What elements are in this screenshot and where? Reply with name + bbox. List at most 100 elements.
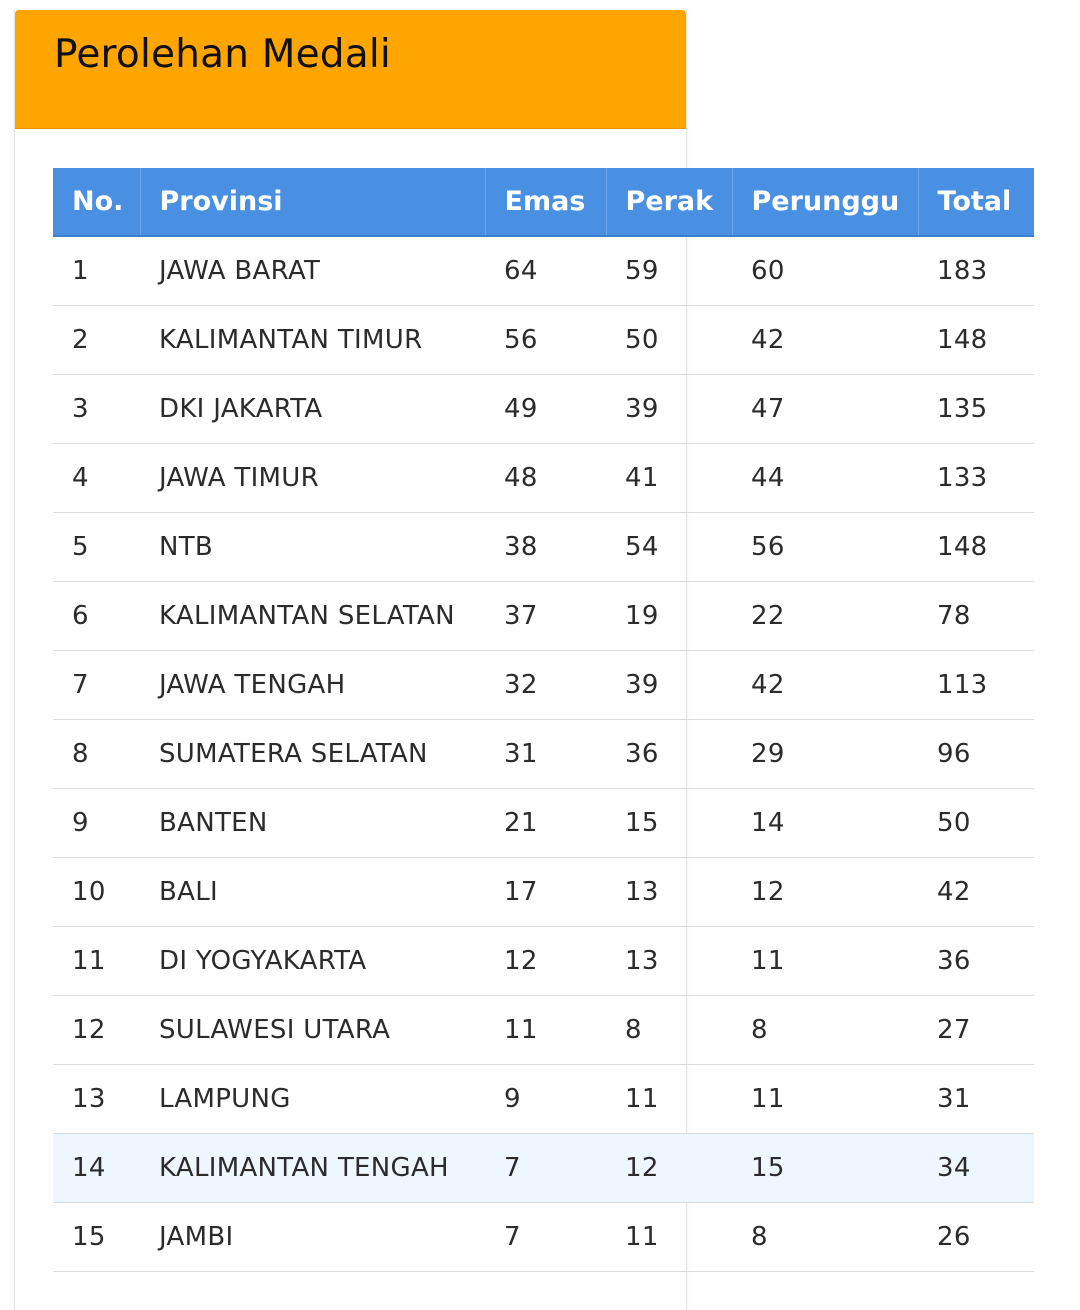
cell-total: 113 — [918, 650, 1034, 720]
table-row: 11 DI YOGYAKARTA 12 13 11 36 — [53, 926, 1034, 996]
table-row: 9 BANTEN 21 15 14 50 — [53, 788, 1034, 858]
table-row: 6 KALIMANTAN SELATAN 37 19 22 78 — [53, 581, 1034, 651]
cell-provinsi: BANTEN — [140, 788, 485, 858]
column-header-perak: Perak — [606, 168, 733, 237]
cell-perunggu: 15 — [732, 1133, 918, 1203]
cell-emas: 31 — [485, 719, 606, 789]
cell-no: 15 — [53, 1202, 140, 1272]
cell-provinsi: SULAWESI UTARA — [140, 995, 485, 1065]
cell-no: 8 — [53, 719, 140, 789]
cell-provinsi: JAWA TIMUR — [140, 443, 485, 513]
cell-provinsi: LAMPUNG — [140, 1064, 485, 1134]
cell-emas: 37 — [485, 581, 606, 651]
medal-table-container: No. Provinsi Emas Perak Perunggu Total 1 JAWA … — [53, 168, 1034, 1272]
cell-perak: 12 — [606, 1133, 732, 1203]
cell-provinsi: JAWA BARAT — [140, 236, 485, 306]
cell-provinsi: BALI — [140, 857, 485, 927]
table-row: 5 NTB 38 54 56 148 — [53, 512, 1034, 582]
cell-emas: 56 — [485, 305, 606, 375]
cell-emas: 21 — [485, 788, 606, 858]
table-row: 8 SUMATERA SELATAN 31 36 29 96 — [53, 719, 1034, 789]
table-row: 7 JAWA TENGAH 32 39 42 113 — [53, 650, 1034, 720]
cell-perunggu: 11 — [732, 1064, 918, 1134]
card-header: Perolehan Medali — [15, 10, 686, 129]
cell-perak: 19 — [606, 581, 732, 651]
cell-emas: 7 — [485, 1133, 606, 1203]
cell-no: 10 — [53, 857, 140, 927]
cell-provinsi: DKI JAKARTA — [140, 374, 485, 444]
cell-perunggu: 47 — [732, 374, 918, 444]
cell-total: 78 — [918, 581, 1034, 651]
table-row: 4 JAWA TIMUR 48 41 44 133 — [53, 443, 1034, 513]
cell-emas: 64 — [485, 236, 606, 306]
cell-total: 42 — [918, 857, 1034, 927]
cell-perak: 8 — [606, 995, 732, 1065]
cell-perunggu: 12 — [732, 857, 918, 927]
cell-provinsi: DI YOGYAKARTA — [140, 926, 485, 996]
cell-perunggu: 60 — [732, 236, 918, 306]
cell-no: 3 — [53, 374, 140, 444]
cell-no: 4 — [53, 443, 140, 513]
table-row: 2 KALIMANTAN TIMUR 56 50 42 148 — [53, 305, 1034, 375]
table-row: 15 JAMBI 7 11 8 26 — [53, 1202, 1034, 1272]
cell-emas: 7 — [485, 1202, 606, 1272]
table-row: 13 LAMPUNG 9 11 11 31 — [53, 1064, 1034, 1134]
cell-perak: 41 — [606, 443, 732, 513]
cell-total: 148 — [918, 305, 1034, 375]
cell-total: 31 — [918, 1064, 1034, 1134]
cell-total: 135 — [918, 374, 1034, 444]
cell-perunggu: 56 — [732, 512, 918, 582]
cell-total: 27 — [918, 995, 1034, 1065]
column-header-emas: Emas — [485, 168, 607, 237]
cell-no: 7 — [53, 650, 140, 720]
cell-emas: 11 — [485, 995, 606, 1065]
cell-perunggu: 14 — [732, 788, 918, 858]
cell-perak: 39 — [606, 650, 732, 720]
cell-perunggu: 8 — [732, 1202, 918, 1272]
cell-perunggu: 22 — [732, 581, 918, 651]
cell-perak: 50 — [606, 305, 732, 375]
column-header-no: No. — [53, 168, 141, 237]
cell-no: 9 — [53, 788, 140, 858]
cell-total: 26 — [918, 1202, 1034, 1272]
cell-perak: 59 — [606, 236, 732, 306]
cell-total: 183 — [918, 236, 1034, 306]
page-title: Perolehan Medali — [54, 32, 391, 77]
cell-no: 2 — [53, 305, 140, 375]
cell-provinsi: NTB — [140, 512, 485, 582]
cell-no: 14 — [53, 1133, 140, 1203]
cell-perunggu: 42 — [732, 305, 918, 375]
cell-emas: 49 — [485, 374, 606, 444]
cell-emas: 12 — [485, 926, 606, 996]
table-header: No. Provinsi Emas Perak Perunggu Total — [53, 168, 1034, 237]
cell-total: 36 — [918, 926, 1034, 996]
cell-emas: 17 — [485, 857, 606, 927]
medal-table: No. Provinsi Emas Perak Perunggu Total 1 JAWA … — [53, 168, 1034, 1272]
cell-perunggu: 11 — [732, 926, 918, 996]
cell-total: 96 — [918, 719, 1034, 789]
cell-perak: 54 — [606, 512, 732, 582]
cell-no: 5 — [53, 512, 140, 582]
cell-perak: 11 — [606, 1064, 732, 1134]
table-row: 3 DKI JAKARTA 49 39 47 135 — [53, 374, 1034, 444]
column-header-total: Total — [918, 168, 1034, 237]
cell-provinsi: KALIMANTAN SELATAN — [140, 581, 485, 651]
cell-perunggu: 29 — [732, 719, 918, 789]
cell-perak: 15 — [606, 788, 732, 858]
cell-emas: 38 — [485, 512, 606, 582]
cell-provinsi: JAMBI — [140, 1202, 485, 1272]
cell-no: 12 — [53, 995, 140, 1065]
cell-provinsi: JAWA TENGAH — [140, 650, 485, 720]
cell-emas: 9 — [485, 1064, 606, 1134]
cell-no: 13 — [53, 1064, 140, 1134]
table-header-row: No. Provinsi Emas Perak Perunggu Total — [53, 168, 1034, 237]
table-row: 1 JAWA BARAT 64 59 60 183 — [53, 236, 1034, 306]
table-row: 14 KALIMANTAN TENGAH 7 12 15 34 — [53, 1133, 1034, 1203]
cell-provinsi: KALIMANTAN TENGAH — [140, 1133, 485, 1203]
cell-perunggu: 42 — [732, 650, 918, 720]
table-row: 10 BALI 17 13 12 42 — [53, 857, 1034, 927]
cell-total: 34 — [918, 1133, 1034, 1203]
cell-total: 133 — [918, 443, 1034, 513]
cell-perunggu: 44 — [732, 443, 918, 513]
cell-perak: 36 — [606, 719, 732, 789]
